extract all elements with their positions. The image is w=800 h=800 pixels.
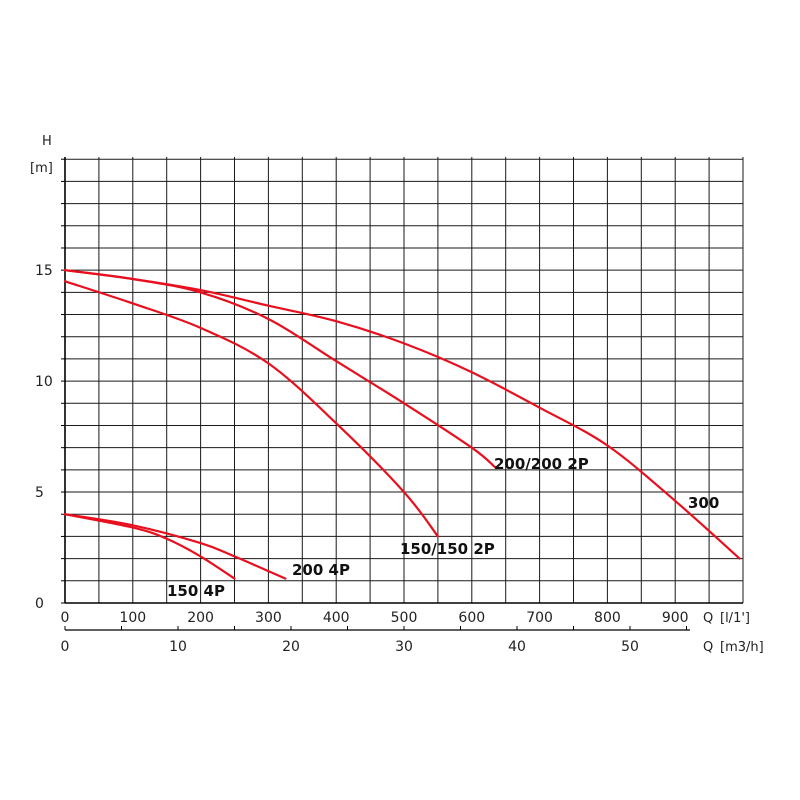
x-axis-label: Q	[703, 611, 713, 626]
curve-300	[63, 269, 741, 560]
x2-tick-label: 30	[395, 639, 413, 655]
curve-150-150-2p	[63, 280, 439, 538]
x-tick-label: 100	[119, 610, 146, 626]
series-label: 150/150 2P	[400, 540, 495, 558]
x-tick-label: 300	[255, 610, 282, 626]
tick-labels: 0 5 10 15 0 100 200 300 400 500 600 700 800 900 0 10 20 3…	[35, 263, 689, 655]
series-label: 200/200 2P	[494, 455, 589, 473]
y-tick-label: 10	[35, 374, 53, 390]
series-labels: 150 4P 200 4P 150/150 2P 200/200 2P 300	[167, 455, 719, 600]
series-label: 200 4P	[292, 561, 350, 579]
x2-tick-label: 0	[61, 639, 70, 655]
curve-200-4p	[63, 513, 287, 580]
curve-150-4p	[63, 513, 236, 580]
x2-tick-label: 40	[508, 639, 526, 655]
y-tick-label: 0	[35, 596, 44, 612]
series-label: 300	[688, 494, 719, 512]
x2-axis-unit: [m3/h]	[720, 640, 764, 655]
x-tick-label: 200	[187, 610, 214, 626]
pump-curves	[63, 269, 741, 580]
x2-tick-label: 10	[169, 639, 187, 655]
y-tick-label: 5	[35, 485, 44, 501]
x-tick-label: 500	[391, 610, 418, 626]
y-tick-label: 15	[35, 263, 53, 279]
y-axis-label: H	[42, 134, 52, 149]
chart-grid	[64, 157, 744, 603]
x-tick-label: 700	[526, 610, 553, 626]
x2-axis-label: Q	[703, 640, 713, 655]
x-tick-label: 600	[458, 610, 485, 626]
chart-axes	[61, 157, 743, 631]
x-tick-label: 900	[662, 610, 689, 626]
series-label: 150 4P	[167, 582, 225, 600]
x-tick-label: 400	[323, 610, 350, 626]
x2-tick-label: 20	[282, 639, 300, 655]
x-axis-unit: [l/1']	[720, 611, 750, 626]
y-axis-unit: [m]	[30, 161, 53, 176]
x2-tick-label: 50	[621, 639, 639, 655]
x-tick-label: 0	[61, 610, 70, 626]
x-tick-label: 800	[594, 610, 621, 626]
curve-200-200-2p	[63, 269, 497, 469]
